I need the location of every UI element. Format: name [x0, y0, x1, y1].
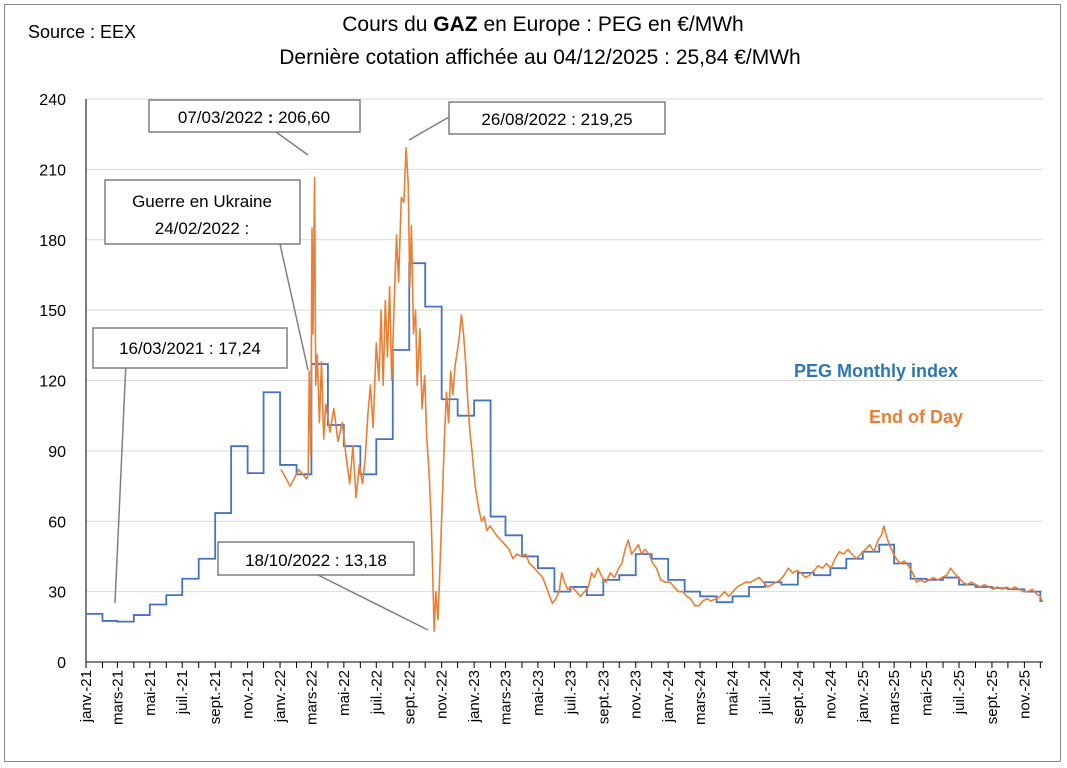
annotation-text-2022-03-07: 07/03/2022 : 206,60: [178, 108, 330, 127]
annotation-leader-ukraine: [279, 243, 309, 371]
x-tick-label-2021-07: juil.-21: [174, 670, 191, 715]
x-tick-label-2023-09: sept.-23: [595, 670, 612, 724]
x-tick-label-2024-01: janv.-24: [660, 670, 677, 723]
x-tick-label-2022-03: mars-22: [303, 670, 320, 725]
monthly-index-line: [86, 262, 1043, 623]
y-axis-tick-labels: 0 30 60 90 120 150 180 210 240: [39, 92, 66, 672]
x-tick-label-2023-07: juil.-23: [562, 670, 579, 715]
x-tick-label-2025-01: janv.-25: [855, 670, 872, 723]
x-tick-label-2025-11: nov.-25: [1016, 670, 1033, 719]
x-tick-label-2021-05: mai-21: [142, 670, 159, 716]
y-tick-label-30: 30: [48, 585, 66, 602]
x-tick-label-2022-01: janv.-22: [272, 670, 289, 723]
chart-title: Cours du GAZ en Europe : PEG en €/MWh: [342, 13, 744, 36]
annotation-text-ukraine-line1: Guerre en Ukraine: [132, 192, 272, 211]
source-label: Source : EEX: [28, 22, 136, 42]
x-tick-label-2025-09: sept.-25: [984, 670, 1001, 724]
annotation-box-2021-03-16: [92, 327, 288, 369]
x-tick-label-2024-05: mai-24: [725, 670, 742, 716]
x-tick-label-2023-11: nov.-23: [628, 670, 645, 719]
y-tick-label-120: 120: [39, 374, 66, 391]
series-peg-monthly-index: [86, 262, 1043, 623]
y-tick-label-240: 240: [39, 92, 66, 109]
y-tick-label-210: 210: [39, 162, 66, 179]
x-tick-label-2025-07: juil.-25: [951, 670, 968, 715]
x-tick-label-2022-09: sept.-22: [401, 670, 418, 724]
annotation-text-2021-03-16: 16/03/2021 : 17,24: [119, 339, 261, 358]
x-tick-label-2022-05: mai-22: [336, 670, 353, 716]
x-tick-label-2024-11: nov.-24: [822, 670, 839, 719]
annotations: 16/03/2021 : 17,24 Guerre en Ukraine 24/02…: [92, 99, 666, 631]
x-tick-label-2022-11: nov.-22: [434, 670, 451, 719]
annotation-box-2022-08-26: [448, 101, 666, 135]
x-tick-label-2025-05: mai-25: [919, 670, 936, 716]
y-tick-label-60: 60: [48, 514, 66, 531]
annotation-box-ukraine: [104, 179, 301, 245]
chart-subtitle: Dernière cotation affichée au 04/12/2025…: [279, 46, 800, 69]
end-of-day-line: [280, 146, 1043, 632]
annotation-text-ukraine-line2: 24/02/2022 :: [155, 219, 250, 238]
annotation-leader-2022-03-07: [275, 131, 309, 156]
annotation-leader-2022-08-26: [408, 116, 450, 141]
x-tick-label-2021-01: janv.-21: [78, 670, 95, 723]
x-tick-label-2023-01: janv.-23: [466, 670, 483, 723]
y-tick-label-0: 0: [57, 655, 66, 672]
x-tick-label-2025-03: mars-25: [886, 670, 903, 725]
y-tick-label-180: 180: [39, 233, 66, 250]
x-tick-label-2024-07: juil.-24: [757, 670, 774, 715]
x-tick-label-2024-09: sept.-24: [790, 670, 807, 724]
x-tick-label-2023-05: mai-23: [530, 670, 547, 716]
annotation-text-2022-08-26: 26/08/2022 : 219,25: [481, 110, 632, 129]
legend-peg-monthly-index: PEG Monthly index: [794, 361, 958, 381]
annotation-text-2022-10-18: 18/10/2022 : 13,18: [245, 551, 387, 570]
annotation-leader-2022-10-18: [317, 574, 429, 631]
x-tick-label-2021-03: mars-21: [109, 670, 126, 725]
y-tick-label-150: 150: [39, 303, 66, 320]
annotation-box-2022-03-07: [148, 99, 361, 133]
x-tick-label-2021-09: sept.-21: [207, 670, 224, 724]
x-tick-label-2022-07: juil.-22: [368, 670, 385, 715]
legend-end-of-day: End of Day: [869, 407, 963, 427]
annotation-box-2022-10-18: [217, 541, 415, 576]
x-tick-label-2023-03: mars-23: [497, 670, 514, 725]
x-tick-label-2024-03: mars-24: [692, 670, 709, 725]
y-tick-label-90: 90: [48, 444, 66, 461]
annotation-leader-2021-03-16: [114, 339, 128, 604]
gridlines: [85, 98, 1043, 662]
series-end-of-day: [280, 146, 1043, 632]
x-axis: janv.-21 mars-21 mai-21 juil.-21 sept.-21 nov…: [78, 661, 1043, 725]
x-tick-label-2021-11: nov.-21: [240, 670, 257, 719]
